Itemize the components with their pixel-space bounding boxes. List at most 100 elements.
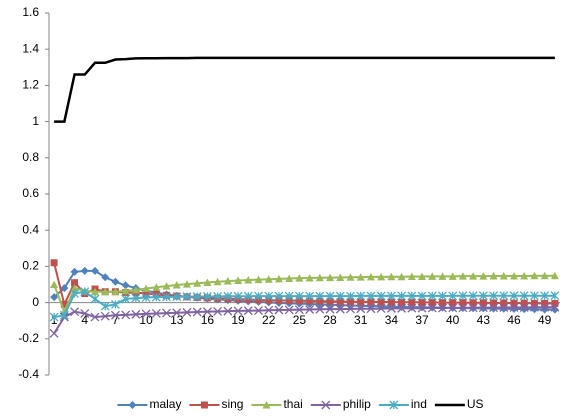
y-tick-label: -0.2 <box>18 331 39 345</box>
marker <box>540 271 549 280</box>
marker <box>438 272 447 280</box>
marker <box>70 289 80 299</box>
marker <box>366 304 376 314</box>
marker <box>121 281 130 290</box>
marker <box>315 304 325 314</box>
marker <box>60 284 69 293</box>
marker <box>418 272 427 281</box>
marker <box>274 291 284 301</box>
marker <box>468 303 478 313</box>
marker <box>520 299 528 307</box>
marker <box>540 302 550 312</box>
marker <box>366 291 376 301</box>
marker <box>285 274 294 283</box>
marker <box>182 292 192 302</box>
marker <box>386 303 396 313</box>
marker <box>357 298 365 306</box>
marker <box>121 310 131 320</box>
legend-label: US <box>467 397 484 411</box>
marker <box>234 276 243 285</box>
marker <box>397 303 407 313</box>
marker <box>346 273 355 281</box>
marker <box>499 303 509 312</box>
marker <box>510 299 518 307</box>
marker <box>387 272 396 281</box>
marker <box>305 273 314 282</box>
marker <box>377 298 385 306</box>
marker <box>458 272 467 280</box>
marker <box>316 297 324 305</box>
marker <box>295 274 304 282</box>
marker <box>499 291 509 301</box>
marker <box>356 273 365 281</box>
marker <box>110 299 120 309</box>
marker <box>448 272 457 280</box>
marker <box>254 306 263 316</box>
marker <box>367 298 375 306</box>
marker <box>541 299 549 307</box>
marker <box>141 309 151 319</box>
marker <box>520 271 529 280</box>
marker <box>101 287 110 296</box>
x-tick-label: 31 <box>354 313 368 327</box>
marker <box>389 400 399 410</box>
marker <box>70 307 80 317</box>
marker <box>500 299 508 307</box>
marker <box>407 272 416 281</box>
marker <box>469 299 477 307</box>
marker <box>243 306 253 316</box>
marker <box>121 294 131 304</box>
marker <box>346 304 355 314</box>
marker <box>131 285 140 294</box>
marker <box>305 291 315 301</box>
marker <box>142 284 151 292</box>
marker <box>59 310 69 320</box>
marker <box>550 302 560 312</box>
x-tick-label: 49 <box>538 313 552 327</box>
marker <box>321 400 331 410</box>
marker <box>408 298 416 306</box>
legend-label: thai <box>283 397 302 411</box>
marker <box>529 291 539 301</box>
legend-label: malay <box>149 397 181 411</box>
marker <box>172 281 181 289</box>
marker <box>223 291 233 301</box>
marker <box>162 292 171 302</box>
marker <box>428 272 437 280</box>
legend-label: ind <box>411 397 427 411</box>
marker <box>131 309 141 319</box>
y-tick-label: -0.4 <box>18 367 39 381</box>
marker <box>151 292 161 302</box>
marker <box>530 299 538 307</box>
marker <box>50 280 59 288</box>
marker <box>111 277 120 286</box>
marker <box>449 299 457 307</box>
x-tick-label: 7 <box>112 313 119 327</box>
marker <box>213 277 222 286</box>
marker <box>315 291 325 301</box>
marker <box>459 299 467 307</box>
marker <box>70 284 79 292</box>
marker <box>274 305 284 315</box>
marker <box>213 307 223 316</box>
marker <box>398 298 406 306</box>
marker <box>530 271 539 280</box>
marker <box>193 279 202 287</box>
marker <box>356 304 366 314</box>
marker <box>417 303 427 313</box>
marker <box>71 279 79 287</box>
legend-label: philip <box>343 397 371 411</box>
marker <box>100 301 110 311</box>
marker <box>49 328 59 338</box>
series-line <box>53 306 555 334</box>
marker <box>128 401 137 409</box>
marker <box>448 291 458 301</box>
marker <box>274 274 283 283</box>
marker <box>254 275 263 284</box>
x-tick-label: 22 <box>262 313 276 327</box>
marker <box>233 291 243 301</box>
series-line <box>54 56 555 123</box>
marker <box>202 307 212 317</box>
marker <box>478 303 488 313</box>
y-tick-label: 1.6 <box>22 5 39 19</box>
